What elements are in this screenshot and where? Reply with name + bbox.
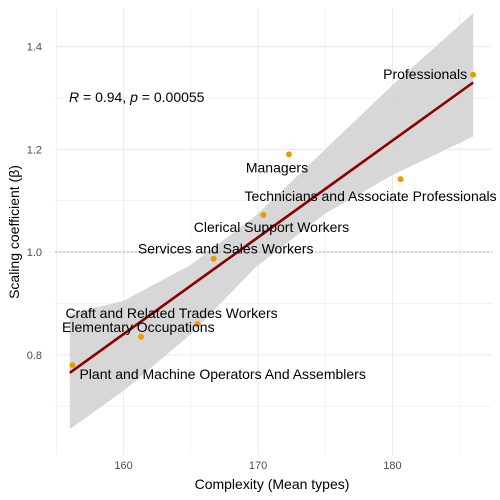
data-point — [194, 320, 201, 327]
correlation-annotation: R = 0.94, p = 0.00055 — [69, 89, 205, 105]
regression-line-layer — [69, 81, 474, 374]
y-tick-label: 0.8 — [27, 350, 42, 362]
x-axis-ticks: 160 170 180 — [114, 460, 401, 472]
point-label: Craft and Related Trades Workers — [65, 305, 277, 321]
point-label: Clerical Support Workers — [194, 219, 349, 235]
p-value: = 0.00055 — [138, 89, 205, 105]
r-value: = 0.94, — [79, 89, 130, 105]
y-axis-title: Scaling coefficient (β) — [6, 165, 22, 299]
data-point — [260, 212, 267, 219]
x-axis-title: Complexity (Mean types) — [195, 476, 350, 492]
y-tick-label: 1.2 — [27, 144, 42, 156]
confidence-band-layer — [69, 13, 474, 430]
points-layer — [69, 71, 477, 369]
point-labels-layer: Professionals Managers Technicians and Ass… — [62, 66, 497, 382]
confidence-band — [69, 13, 474, 430]
point-label: Technicians and Associate Professionals — [244, 188, 496, 204]
point-label: Professionals — [383, 66, 467, 82]
y-axis-ticks: 0.8 1.0 1.2 1.4 — [27, 42, 42, 362]
regression-line — [69, 81, 474, 374]
x-tick-label: 160 — [114, 460, 132, 472]
data-point — [285, 151, 292, 158]
y-tick-label: 1.4 — [27, 42, 42, 54]
point-label: Services and Sales Workers — [138, 241, 314, 257]
data-point — [210, 255, 217, 262]
point-label: Managers — [246, 159, 308, 175]
data-point — [470, 71, 477, 78]
p-symbol: p — [129, 89, 138, 105]
data-point — [138, 333, 145, 340]
y-tick-label: 1.0 — [27, 247, 42, 259]
x-tick-label: 170 — [249, 460, 267, 472]
x-tick-label: 180 — [383, 460, 401, 472]
data-point — [397, 176, 404, 183]
point-label: Elementary Occupations — [62, 319, 215, 335]
data-point — [69, 362, 76, 369]
r-symbol: R — [69, 89, 79, 105]
point-label: Plant and Machine Operators And Assemble… — [79, 366, 365, 382]
